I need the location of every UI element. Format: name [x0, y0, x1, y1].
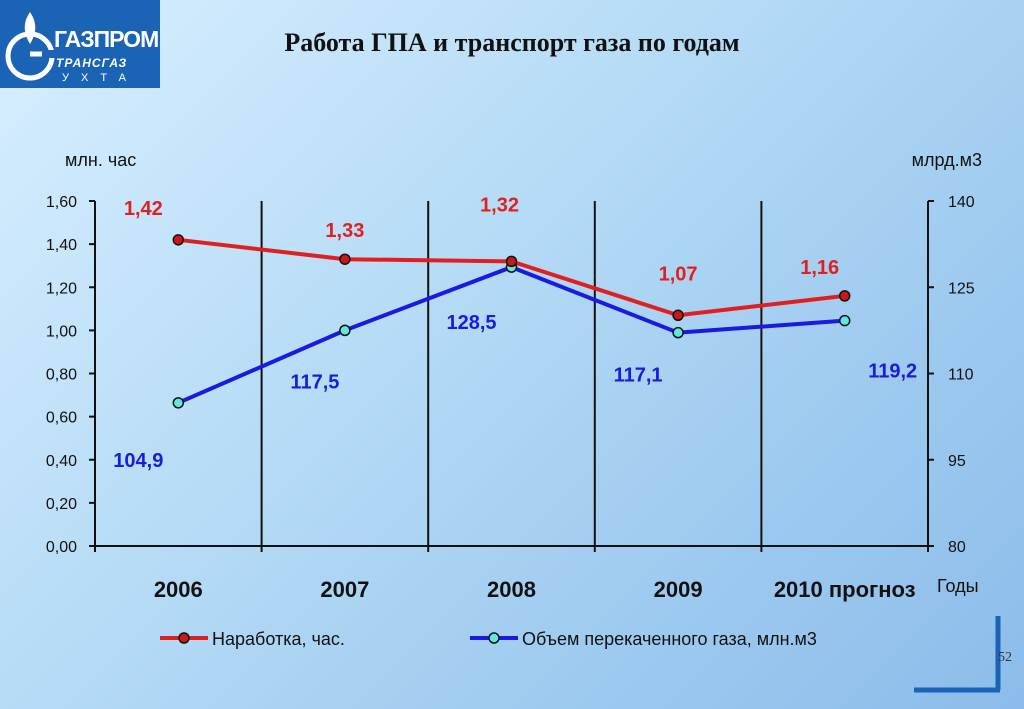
data-point	[838, 290, 851, 302]
data-label: 1,07	[659, 263, 698, 285]
company-logo: ГАЗПРОМ ТРАНСГАЗ УХТА	[0, 0, 160, 88]
page-title: Работа ГПА и транспорт газа по годам	[284, 28, 740, 57]
left-tick-label: 0,40	[46, 453, 77, 470]
page-number: 52	[998, 650, 1012, 665]
y-right-axis-label: млрд.м3	[912, 150, 982, 170]
right-tick-label: 125	[948, 280, 975, 297]
data-label: 128,5	[446, 312, 496, 334]
legend-label: Наработка, час.	[212, 629, 345, 649]
data-label: 119,2	[868, 361, 917, 383]
x-axis-label: Годы	[937, 576, 979, 596]
category-label: 2008	[487, 577, 536, 602]
data-point	[505, 255, 518, 268]
category-label: 2010 прогноз	[774, 577, 916, 602]
legend-marker	[488, 632, 500, 644]
data-label: 117,5	[290, 371, 339, 393]
left-tick-label: 1,60	[46, 194, 77, 211]
data-point	[838, 314, 851, 327]
left-tick-label: 0,80	[46, 367, 77, 384]
data-point	[172, 397, 185, 409]
left-tick-label: 0,20	[46, 496, 77, 513]
left-tick-label: 1,40	[46, 237, 77, 254]
right-tick-label: 110	[948, 367, 974, 384]
data-point	[339, 324, 351, 337]
data-label: 1,16	[800, 257, 839, 279]
logo-sub-text: ТРАНСГАЗ	[56, 56, 128, 70]
flame-logo-icon	[5, 12, 56, 81]
category-label: 2007	[320, 577, 369, 602]
right-tick-label: 95	[948, 453, 966, 470]
legend-marker	[178, 632, 190, 644]
left-tick-label: 1,00	[46, 323, 77, 340]
left-tick-label: 1,20	[46, 280, 77, 297]
data-label: 1,32	[480, 194, 519, 216]
logo-city-text: УХТА	[62, 72, 139, 84]
corner-decoration	[914, 616, 1001, 693]
data-point	[339, 253, 351, 265]
series-line	[177, 265, 845, 405]
logo-main-text: ГАЗПРОМ	[54, 26, 159, 52]
left-tick-label: 0,00	[46, 539, 77, 556]
right-tick-label: 80	[948, 539, 966, 556]
series-line	[178, 237, 845, 318]
data-label: 117,1	[614, 365, 663, 387]
data-label: 1,33	[325, 220, 364, 242]
data-point	[172, 234, 185, 246]
category-label: 2006	[154, 577, 203, 602]
data-label: 1,42	[124, 198, 163, 220]
data-label: 104,9	[113, 450, 163, 472]
right-tick-label: 140	[948, 194, 975, 211]
data-point	[672, 309, 684, 322]
y-left-axis-label: млн. час	[65, 150, 136, 170]
legend-label: Объем перекаченного газа, млн.м3	[522, 629, 817, 649]
data-point	[672, 326, 684, 339]
category-label: 2009	[654, 577, 703, 602]
left-tick-label: 0,60	[46, 410, 77, 427]
